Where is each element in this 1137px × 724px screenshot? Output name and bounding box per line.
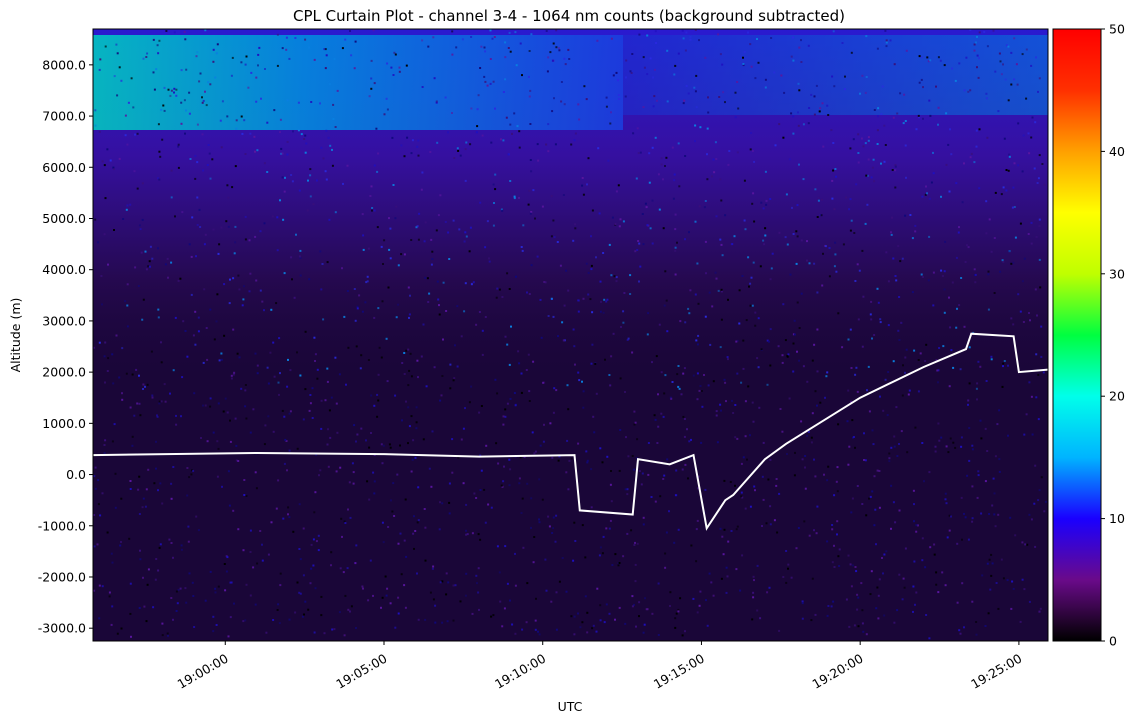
x-axis: 19:00:00 19:05:00 19:10:00 19:15:00 19:20:00… [175, 641, 1024, 692]
colorbar-gradient [1052, 28, 1102, 642]
y-tick-label: 3000.0 [42, 313, 86, 328]
chart-title: CPL Curtain Plot - channel 3-4 - 1064 nm… [293, 7, 845, 25]
y-tick-label: 8000.0 [42, 57, 86, 72]
y-axis: 8000.0 7000.0 6000.0 5000.0 4000.0 3000.0 2000… [38, 57, 93, 636]
plot-area [92, 29, 1049, 641]
y-tick-label: -3000.0 [38, 621, 86, 636]
y-tick-label: -1000.0 [38, 518, 86, 533]
y-tick-label: 1000.0 [42, 416, 86, 431]
y-tick-label: 0.0 [66, 467, 86, 482]
x-tick-label: 19:00:00 [175, 651, 231, 692]
y-tick-label: 6000.0 [42, 160, 86, 175]
colorbar: 0 10 20 30 40 50 [1052, 22, 1125, 649]
x-tick-label: 19:05:00 [333, 651, 389, 692]
curtain-right-band [623, 35, 1048, 115]
colorbar-tick-label: 40 [1109, 144, 1125, 159]
colorbar-tick-label: 30 [1109, 266, 1125, 281]
y-tick-label: 4000.0 [42, 262, 86, 277]
x-tick-label: 19:20:00 [810, 651, 866, 692]
x-tick-label: 19:15:00 [651, 651, 707, 692]
y-tick-label: 7000.0 [42, 109, 86, 124]
colorbar-tick-label: 10 [1109, 511, 1125, 526]
x-tick-label: 19:10:00 [492, 651, 548, 692]
y-tick-label: -2000.0 [38, 569, 86, 584]
colorbar-tick-label: 0 [1109, 634, 1117, 649]
plot-frame [92, 28, 1049, 642]
y-axis-label: Altitude (m) [8, 298, 23, 373]
y-tick-label: 5000.0 [42, 211, 86, 226]
x-axis-label: UTC [558, 699, 583, 714]
x-tick-label: 19:25:00 [968, 651, 1024, 692]
y-tick-label: 2000.0 [42, 365, 86, 380]
surface-return-line [92, 332, 1049, 531]
curtain-bright-band [93, 35, 623, 130]
colorbar-tick-label: 20 [1109, 389, 1125, 404]
curtain-noise [93, 29, 1047, 640]
colorbar-ticks: 0 10 20 30 40 50 [1101, 22, 1125, 649]
colorbar-tick-label: 50 [1109, 22, 1125, 37]
